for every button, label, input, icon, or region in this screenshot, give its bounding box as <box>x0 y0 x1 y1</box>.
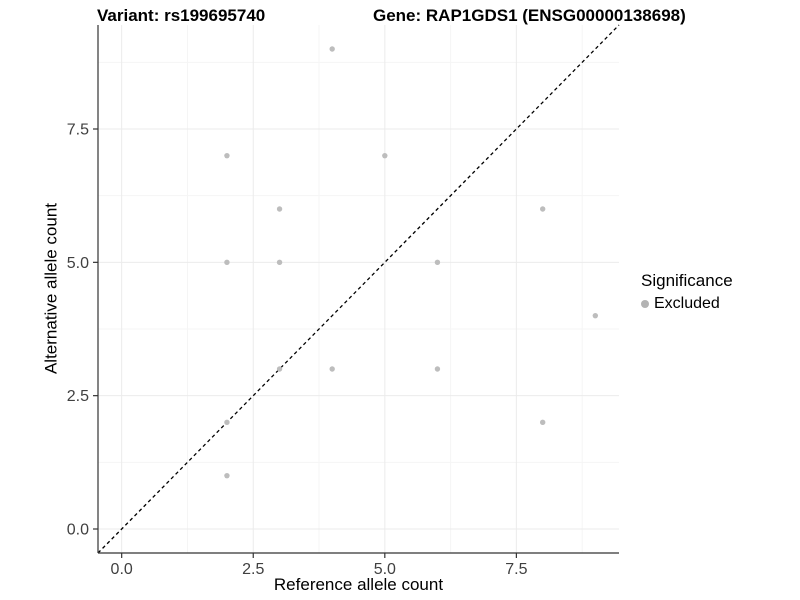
x-tick-label: 2.5 <box>242 561 264 578</box>
x-tick-label: 7.5 <box>505 561 527 578</box>
minor-gridlines <box>98 25 619 553</box>
data-point <box>434 366 441 372</box>
data-point <box>276 206 283 212</box>
data-point <box>329 46 335 52</box>
data-point <box>539 206 546 212</box>
y-tick-label: 2.5 <box>67 388 89 405</box>
y-tick-label: 5.0 <box>67 255 89 272</box>
data-point <box>276 259 283 266</box>
plot-title-gene: Gene: RAP1GDS1 (ENSG00000138698) <box>373 6 686 25</box>
y-axis-label: Alternative allele count <box>41 202 61 375</box>
data-point <box>224 152 230 159</box>
x-tick-label: 5.0 <box>374 561 396 578</box>
legend-title: Significance <box>641 271 733 290</box>
data-points-excluded <box>224 46 599 479</box>
y-tick-label: 7.5 <box>67 122 89 139</box>
data-point <box>382 152 388 159</box>
data-point <box>592 312 599 319</box>
data-point <box>224 419 230 426</box>
x-tick-label: 0.0 <box>111 561 133 578</box>
y-tick-label: 0.0 <box>67 522 89 539</box>
data-point <box>224 259 230 266</box>
data-point <box>434 259 441 266</box>
plot-title-variant: Variant: rs199695740 <box>97 6 266 25</box>
data-point <box>276 366 283 372</box>
data-point <box>539 419 546 426</box>
identity-line <box>97 24 620 554</box>
data-point <box>224 472 230 479</box>
major-gridlines <box>98 25 619 553</box>
tick-marks <box>93 128 517 558</box>
x-tick-labels: 0.0 2.5 5.0 7.5 <box>111 561 528 578</box>
data-point <box>329 366 335 372</box>
legend-item-label: Excluded <box>654 295 720 312</box>
legend: Significance Excluded <box>641 271 733 313</box>
legend-item-excluded: Excluded <box>641 295 733 313</box>
axis-lines <box>97 25 619 554</box>
x-axis-label: Reference allele count <box>273 575 444 594</box>
y-tick-labels: 0.0 2.5 5.0 7.5 <box>67 122 89 539</box>
excluded-point-icon <box>641 300 649 308</box>
